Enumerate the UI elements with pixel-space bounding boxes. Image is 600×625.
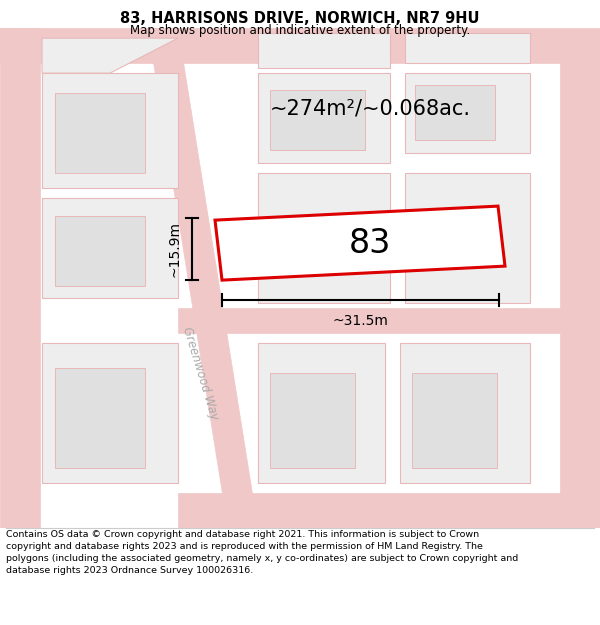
Polygon shape [400, 343, 530, 483]
Polygon shape [215, 206, 505, 280]
Bar [415, 85, 495, 140]
Polygon shape [178, 493, 600, 528]
Bar [412, 373, 497, 468]
Polygon shape [148, 28, 258, 528]
Polygon shape [0, 28, 40, 528]
Bar [270, 373, 355, 468]
Polygon shape [42, 38, 178, 73]
Text: ~31.5m: ~31.5m [332, 314, 388, 328]
Text: 83, HARRISONS DRIVE, NORWICH, NR7 9HU: 83, HARRISONS DRIVE, NORWICH, NR7 9HU [120, 11, 480, 26]
Polygon shape [178, 308, 560, 333]
Polygon shape [405, 73, 530, 153]
Polygon shape [258, 173, 390, 303]
Bar [55, 368, 145, 468]
Polygon shape [258, 343, 385, 483]
Polygon shape [560, 63, 600, 493]
Text: Map shows position and indicative extent of the property.: Map shows position and indicative extent… [130, 24, 470, 37]
Polygon shape [258, 33, 390, 68]
Polygon shape [42, 343, 178, 483]
Text: ~274m²/~0.068ac.: ~274m²/~0.068ac. [269, 98, 470, 118]
Text: Contains OS data © Crown copyright and database right 2021. This information is : Contains OS data © Crown copyright and d… [6, 530, 518, 575]
Bar [55, 216, 145, 286]
Polygon shape [42, 73, 178, 188]
Polygon shape [405, 173, 530, 303]
Text: 83: 83 [349, 227, 391, 259]
Text: ~15.9m: ~15.9m [168, 221, 182, 277]
Polygon shape [405, 33, 530, 63]
Text: Greenwood Way: Greenwood Way [179, 325, 220, 421]
Polygon shape [0, 28, 600, 63]
Bar [270, 90, 365, 150]
Polygon shape [42, 198, 178, 298]
Polygon shape [258, 73, 390, 163]
Bar [55, 93, 145, 173]
